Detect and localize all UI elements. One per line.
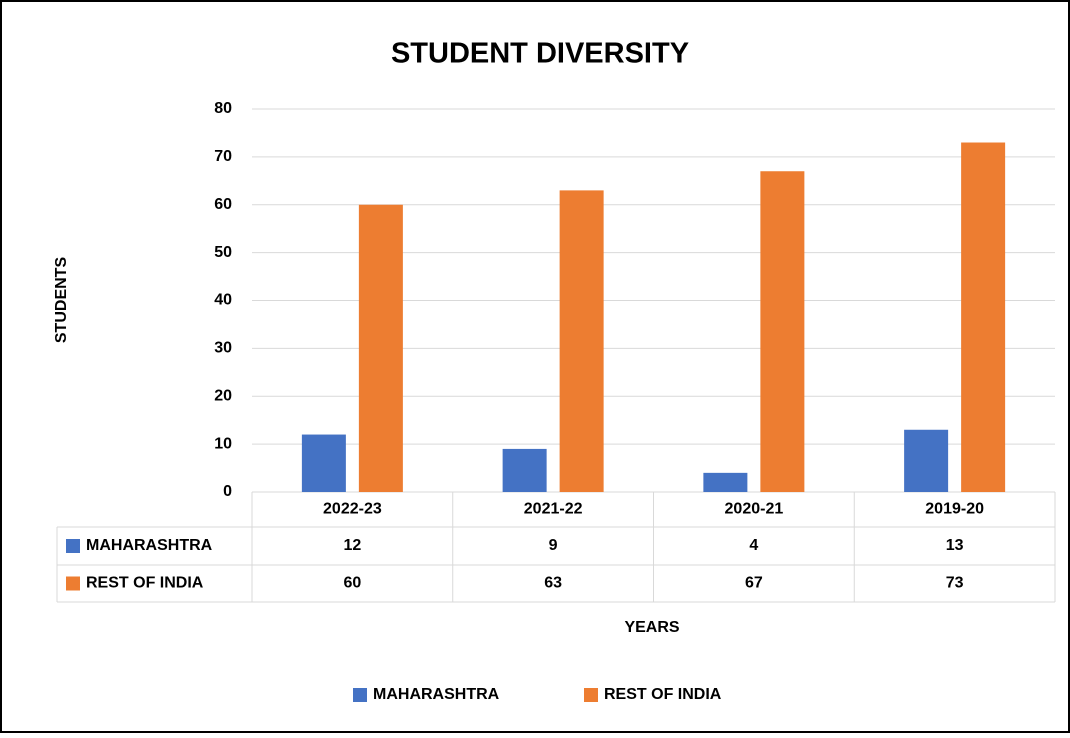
table-value: 67 <box>745 575 763 592</box>
x-axis-label: YEARS <box>624 619 679 636</box>
table-value: 13 <box>946 537 964 554</box>
y-tick-label: 40 <box>214 292 232 309</box>
y-tick-label: 70 <box>214 148 232 165</box>
legend-swatch <box>353 688 367 702</box>
table-legend-key <box>66 576 80 591</box>
bar <box>760 171 805 493</box>
x-tick-label: 2022-23 <box>323 501 382 518</box>
y-tick-label: 60 <box>214 196 232 213</box>
bar <box>301 434 346 492</box>
table-value: 73 <box>946 575 964 592</box>
x-tick-label: 2019-20 <box>925 501 984 518</box>
table-value: 9 <box>549 537 558 554</box>
bar <box>559 190 604 492</box>
table-legend-key <box>66 539 80 553</box>
bar <box>961 142 1006 492</box>
y-tick-label: 80 <box>214 100 232 117</box>
table-value: 63 <box>544 575 562 592</box>
y-axis-label: STUDENTS <box>53 257 70 344</box>
x-tick-label: 2021-22 <box>524 501 583 518</box>
table-value: 60 <box>343 575 361 592</box>
legend-swatch <box>584 688 598 702</box>
bar <box>904 429 949 492</box>
y-tick-label: 0 <box>223 483 232 500</box>
table-row-label: REST OF INDIA <box>86 575 204 592</box>
bar <box>703 472 748 492</box>
bar <box>502 448 547 492</box>
y-tick-label: 30 <box>214 340 232 357</box>
table-value: 4 <box>749 537 758 554</box>
x-tick-label: 2020-21 <box>725 501 784 518</box>
table-value: 12 <box>343 537 361 554</box>
chart-title: STUDENT DIVERSITY <box>391 38 689 70</box>
y-tick-label: 50 <box>214 244 232 261</box>
legend-label: MAHARASHTRA <box>373 686 500 703</box>
bar <box>358 204 403 492</box>
y-tick-label: 20 <box>214 387 232 404</box>
legend-label: REST OF INDIA <box>604 686 722 703</box>
table-row-label: MAHARASHTRA <box>86 537 213 554</box>
y-tick-label: 10 <box>214 435 232 452</box>
